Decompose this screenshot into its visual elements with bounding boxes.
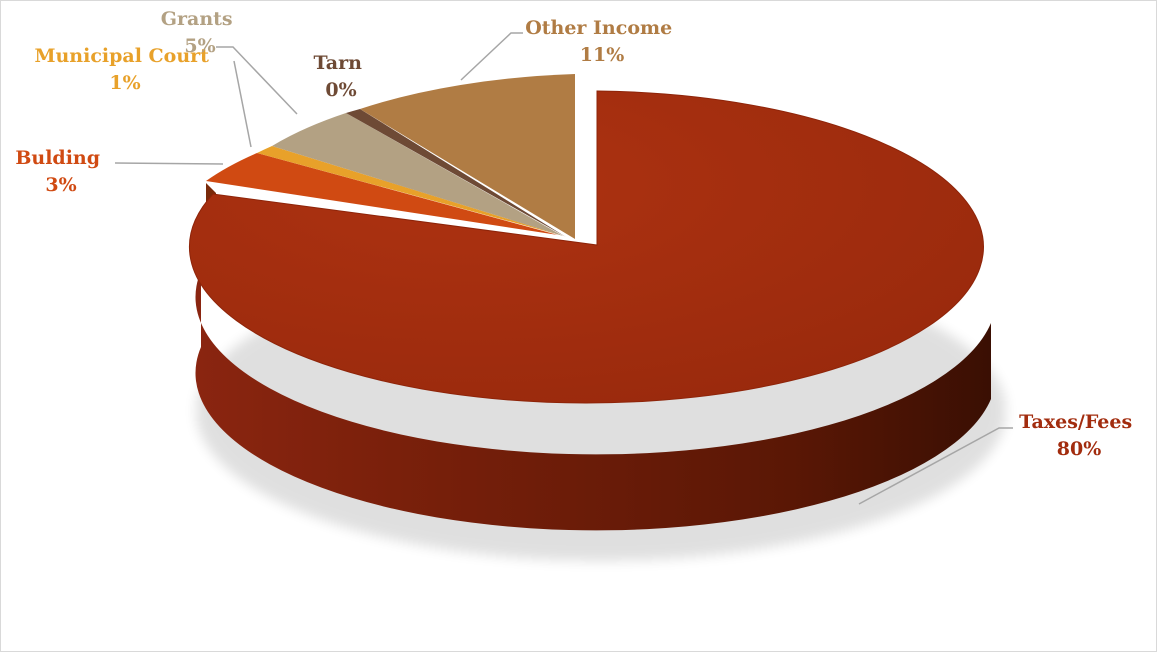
label-municipal-court: Municipal Court 1% <box>34 45 215 94</box>
slice-tarn <box>346 109 566 237</box>
label-grants: Grants 5% <box>161 8 239 57</box>
label-bulding-name: Bulding <box>15 147 100 169</box>
label-grants-percent: 5% <box>184 35 215 57</box>
label-other-income-percent: 11% <box>580 44 625 66</box>
leader-line-municipal-court <box>233 60 252 148</box>
label-municipal-court-name: Municipal Court <box>34 45 209 67</box>
leader-line-grants <box>216 46 298 115</box>
slice-taxes-fees-side <box>195 271 991 531</box>
slice-taxes-fees <box>188 90 984 404</box>
leader-line-taxes-fees <box>858 427 1013 505</box>
leader-line-other-income <box>460 32 523 81</box>
slice-other-income <box>360 74 575 239</box>
label-other-income: Other Income 11% <box>525 17 679 66</box>
slice-municipal-court <box>257 146 560 235</box>
slice-bulding <box>206 153 558 235</box>
label-tarn-name: Tarn <box>313 52 362 74</box>
label-other-income-name: Other Income <box>525 17 672 39</box>
label-grants-name: Grants <box>161 8 233 30</box>
label-municipal-court-percent: 1% <box>109 72 140 94</box>
slice-grants <box>272 113 563 236</box>
label-bulding: Bulding 3% <box>15 147 106 196</box>
label-taxes-fees-percent: 80% <box>1057 438 1102 460</box>
leader-line-bulding <box>114 162 224 165</box>
label-bulding-percent: 3% <box>45 174 76 196</box>
label-tarn-percent: 0% <box>325 79 356 101</box>
label-tarn: Tarn 0% <box>313 52 368 101</box>
label-taxes-fees-name: Taxes/Fees <box>1019 411 1132 433</box>
label-taxes-fees: Taxes/Fees 80% <box>1019 411 1139 460</box>
